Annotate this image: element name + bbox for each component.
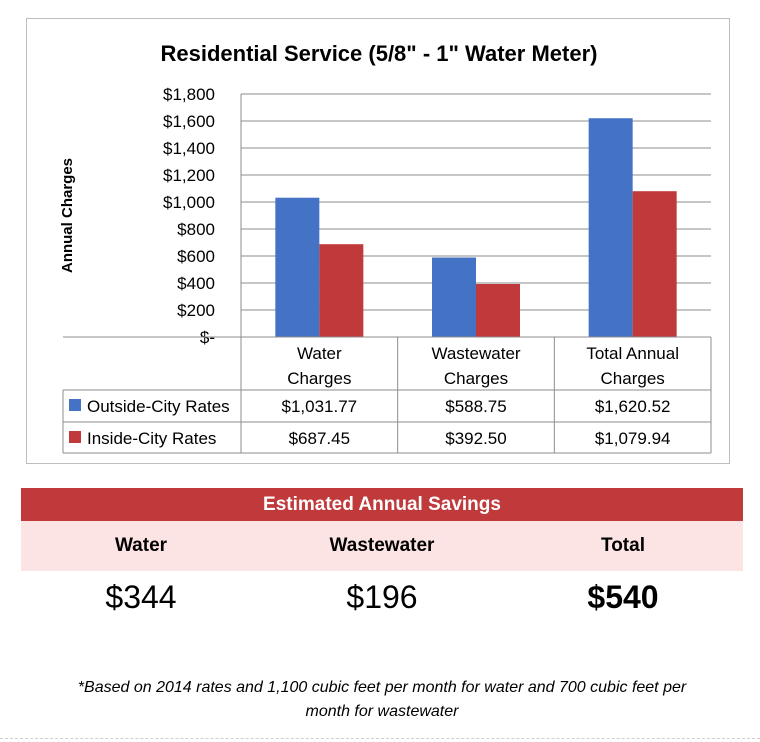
- chart-title: Residential Service (5/8" - 1" Water Met…: [161, 41, 598, 66]
- footnote-line-2: month for wastewater: [305, 703, 459, 720]
- savings-values-row: $344 $196 $540: [21, 571, 743, 626]
- data-table-value: $1,031.77: [282, 397, 358, 416]
- chart-container: Residential Service (5/8" - 1" Water Met…: [26, 18, 730, 464]
- savings-labels-row: Water Wastewater Total: [21, 521, 743, 571]
- savings-water-label: Water: [114, 535, 168, 556]
- bar-inside-0: [319, 244, 364, 337]
- y-tick-label: $1,000: [163, 193, 215, 212]
- bar-outside-2: [588, 118, 633, 337]
- data-table-value: $588.75: [445, 397, 506, 416]
- data-table-value: $1,620.52: [595, 397, 671, 416]
- legend-label-inside: Inside-City Rates: [87, 429, 216, 448]
- y-tick-label: $1,800: [163, 85, 215, 104]
- y-tick-label: $1,400: [163, 139, 215, 158]
- legend-swatch-inside: [69, 431, 81, 443]
- savings-header: Estimated Annual Savings: [21, 488, 743, 521]
- bar-inside-1: [476, 284, 520, 337]
- savings-total-value: $540: [587, 579, 659, 615]
- bar-outside-0: [275, 197, 320, 337]
- x-category-label: Water: [297, 344, 342, 363]
- x-category-label: Wastewater: [431, 344, 520, 363]
- data-table-value: $687.45: [289, 429, 350, 448]
- data-table-value: $392.50: [445, 429, 506, 448]
- footnote: *Based on 2014 rates and 1,100 cubic fee…: [30, 676, 734, 724]
- footnote-line-1: *Based on 2014 rates and 1,100 cubic fee…: [77, 679, 687, 696]
- x-category-label: Charges: [444, 369, 508, 388]
- bar-outside-1: [432, 257, 476, 337]
- x-category-label: Total Annual: [586, 344, 679, 363]
- y-tick-label: $1,200: [163, 166, 215, 185]
- y-tick-label: $200: [177, 301, 215, 320]
- y-axis-label: Annual Charges: [59, 158, 76, 273]
- legend-swatch-outside: [69, 399, 81, 411]
- y-tick-label: $800: [177, 220, 215, 239]
- bottom-divider: [0, 738, 760, 740]
- legend-label-outside: Outside-City Rates: [87, 397, 230, 416]
- bar-inside-2: [632, 191, 677, 337]
- data-table-value: $1,079.94: [595, 429, 671, 448]
- x-category-label: Charges: [601, 369, 665, 388]
- savings-wastewater-value: $196: [346, 579, 418, 615]
- y-tick-label: $1,600: [163, 112, 215, 131]
- savings-water-value: $344: [105, 579, 177, 615]
- savings-wastewater-label: Wastewater: [329, 535, 435, 556]
- y-tick-label: $600: [177, 247, 215, 266]
- y-tick-label: $400: [177, 274, 215, 293]
- x-category-label: Charges: [287, 369, 351, 388]
- bar-chart: Residential Service (5/8" - 1" Water Met…: [59, 41, 712, 454]
- savings-total-label: Total: [601, 535, 645, 556]
